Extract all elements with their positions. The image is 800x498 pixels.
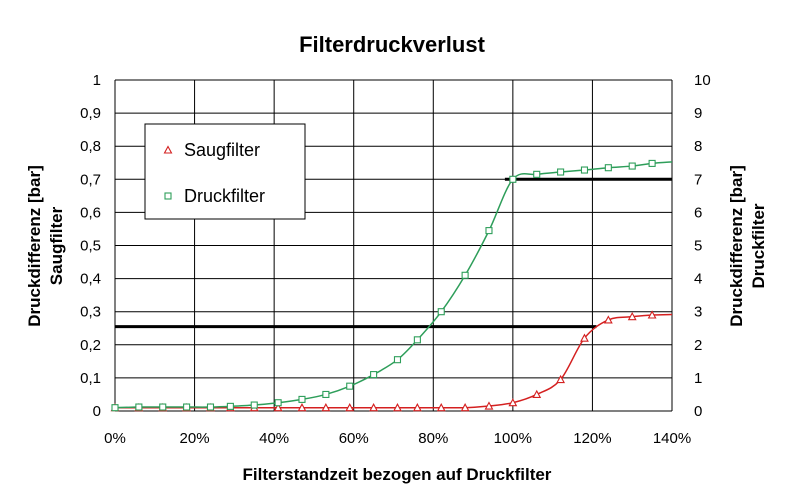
data-point-druckfilter — [648, 159, 656, 167]
data-point-druckfilter — [346, 382, 354, 390]
data-point-druckfilter — [159, 403, 167, 411]
data-point-druckfilter — [111, 404, 119, 412]
x-tick-label: 60% — [339, 430, 369, 447]
right-y-tick-label: 10 — [694, 72, 711, 89]
right-y-axis-title-line-2: Druckfilter — [749, 203, 768, 288]
data-point-saugfilter — [369, 403, 379, 412]
right-y-tick-label: 9 — [694, 105, 702, 122]
x-tick-label: 100% — [494, 430, 532, 447]
left-y-tick-label: 0,2 — [80, 337, 101, 354]
left-y-tick-label: 0,8 — [80, 138, 101, 155]
data-point-druckfilter — [183, 403, 191, 411]
data-point-saugfilter — [412, 403, 422, 412]
left-y-tick-label: 0,7 — [80, 171, 101, 188]
data-point-druckfilter — [628, 162, 636, 170]
data-point-druckfilter — [461, 271, 469, 279]
series-markers — [110, 159, 657, 412]
right-y-tick-label: 4 — [694, 271, 702, 288]
legend-marker-druckfilter-symbol — [164, 192, 172, 200]
data-point-druckfilter — [393, 356, 402, 364]
data-point-druckfilter — [413, 336, 421, 344]
right-y-tick-label: 5 — [694, 238, 702, 255]
chart-title: Filterdruckverlust — [299, 32, 486, 57]
x-tick-label: 20% — [180, 430, 210, 447]
right-y-tick-label: 3 — [694, 304, 702, 321]
legend-label-druckfilter: Druckfilter — [184, 186, 265, 206]
left-y-tick-label: 0,5 — [80, 238, 101, 255]
data-point-saugfilter — [484, 401, 494, 410]
data-point-druckfilter — [580, 166, 589, 174]
data-point-druckfilter — [557, 168, 565, 176]
data-point-druckfilter — [485, 227, 493, 235]
x-axis-title: Filterstandzeit bezogen auf Druckfilter — [243, 465, 552, 484]
left-y-axis-title: Druckdifferenz [bar] Saugfilter — [25, 165, 66, 327]
legend-box — [144, 123, 306, 220]
reference-lines — [115, 177, 672, 329]
data-point-saugfilter — [580, 333, 589, 342]
left-y-tick-label: 0,6 — [80, 204, 101, 221]
data-point-druckfilter — [250, 401, 258, 409]
legend: Saugfilter Druckfilter — [144, 123, 306, 220]
right-y-tick-label: 0 — [694, 403, 702, 420]
data-point-druckfilter — [298, 395, 306, 403]
data-point-saugfilter — [321, 403, 331, 412]
data-point-druckfilter — [370, 371, 378, 379]
left-y-tick-label: 0,1 — [80, 370, 101, 387]
x-tick-label: 0% — [104, 430, 126, 447]
data-point-druckfilter — [135, 403, 143, 411]
right-y-axis-title: Druckdifferenz [bar] Druckfilter — [727, 165, 768, 327]
legend-marker-saugfilter-symbol — [163, 145, 173, 154]
data-point-saugfilter — [345, 403, 355, 412]
legend-marker-saugfilter — [163, 145, 173, 154]
data-point-druckfilter — [226, 402, 234, 410]
data-point-druckfilter — [274, 399, 282, 407]
left-y-tick-label: 1 — [93, 72, 101, 89]
data-point-saugfilter — [273, 403, 283, 412]
data-point-saugfilter — [460, 403, 470, 412]
right-y-tick-label: 1 — [694, 370, 702, 387]
left-y-tick-label: 0 — [93, 403, 101, 420]
x-tick-labels: 0% 20% 40% 60% 80% 100% 120% 140% — [104, 430, 691, 447]
data-point-druckfilter — [533, 170, 541, 178]
data-point-druckfilter — [604, 164, 612, 172]
left-y-tick-label: 0,3 — [80, 304, 101, 321]
right-y-tick-labels: 0 1 2 3 4 5 6 7 8 9 10 — [694, 72, 711, 420]
right-y-tick-label: 8 — [694, 138, 702, 155]
left-y-tick-label: 0,4 — [80, 271, 101, 288]
data-point-saugfilter — [556, 374, 566, 384]
data-point-saugfilter — [532, 389, 542, 399]
x-tick-label: 140% — [653, 430, 691, 447]
data-point-druckfilter — [437, 308, 445, 316]
left-y-tick-labels: 0 0,1 0,2 0,3 0,4 0,5 0,6 0,7 0,8 0,9 1 — [80, 72, 101, 420]
data-point-saugfilter — [508, 398, 518, 407]
right-y-tick-label: 7 — [694, 171, 702, 188]
left-y-axis-title-line-2: Saugfilter — [47, 206, 66, 285]
left-y-axis-title-line-1: Druckdifferenz [bar] — [25, 165, 44, 327]
legend-marker-druckfilter — [164, 192, 172, 200]
data-point-saugfilter — [436, 403, 446, 412]
right-y-axis-title-line-1: Druckdifferenz [bar] — [727, 165, 746, 327]
left-y-tick-label: 0,9 — [80, 105, 101, 122]
data-point-saugfilter — [647, 310, 657, 319]
series-line-saugfilter — [114, 313, 673, 409]
x-tick-label: 120% — [573, 430, 611, 447]
right-y-tick-label: 6 — [694, 204, 702, 221]
x-tick-label: 80% — [418, 430, 448, 447]
data-point-saugfilter — [393, 403, 402, 412]
right-y-tick-label: 2 — [694, 337, 702, 354]
data-point-saugfilter — [603, 315, 613, 324]
data-point-druckfilter — [509, 175, 517, 183]
grid-lines — [114, 79, 673, 412]
data-point-saugfilter — [627, 312, 637, 321]
data-point-druckfilter — [322, 390, 330, 399]
x-tick-label: 40% — [259, 430, 289, 447]
legend-label-saugfilter: Saugfilter — [184, 140, 260, 160]
data-point-saugfilter — [297, 403, 307, 412]
data-point-druckfilter — [206, 403, 215, 411]
